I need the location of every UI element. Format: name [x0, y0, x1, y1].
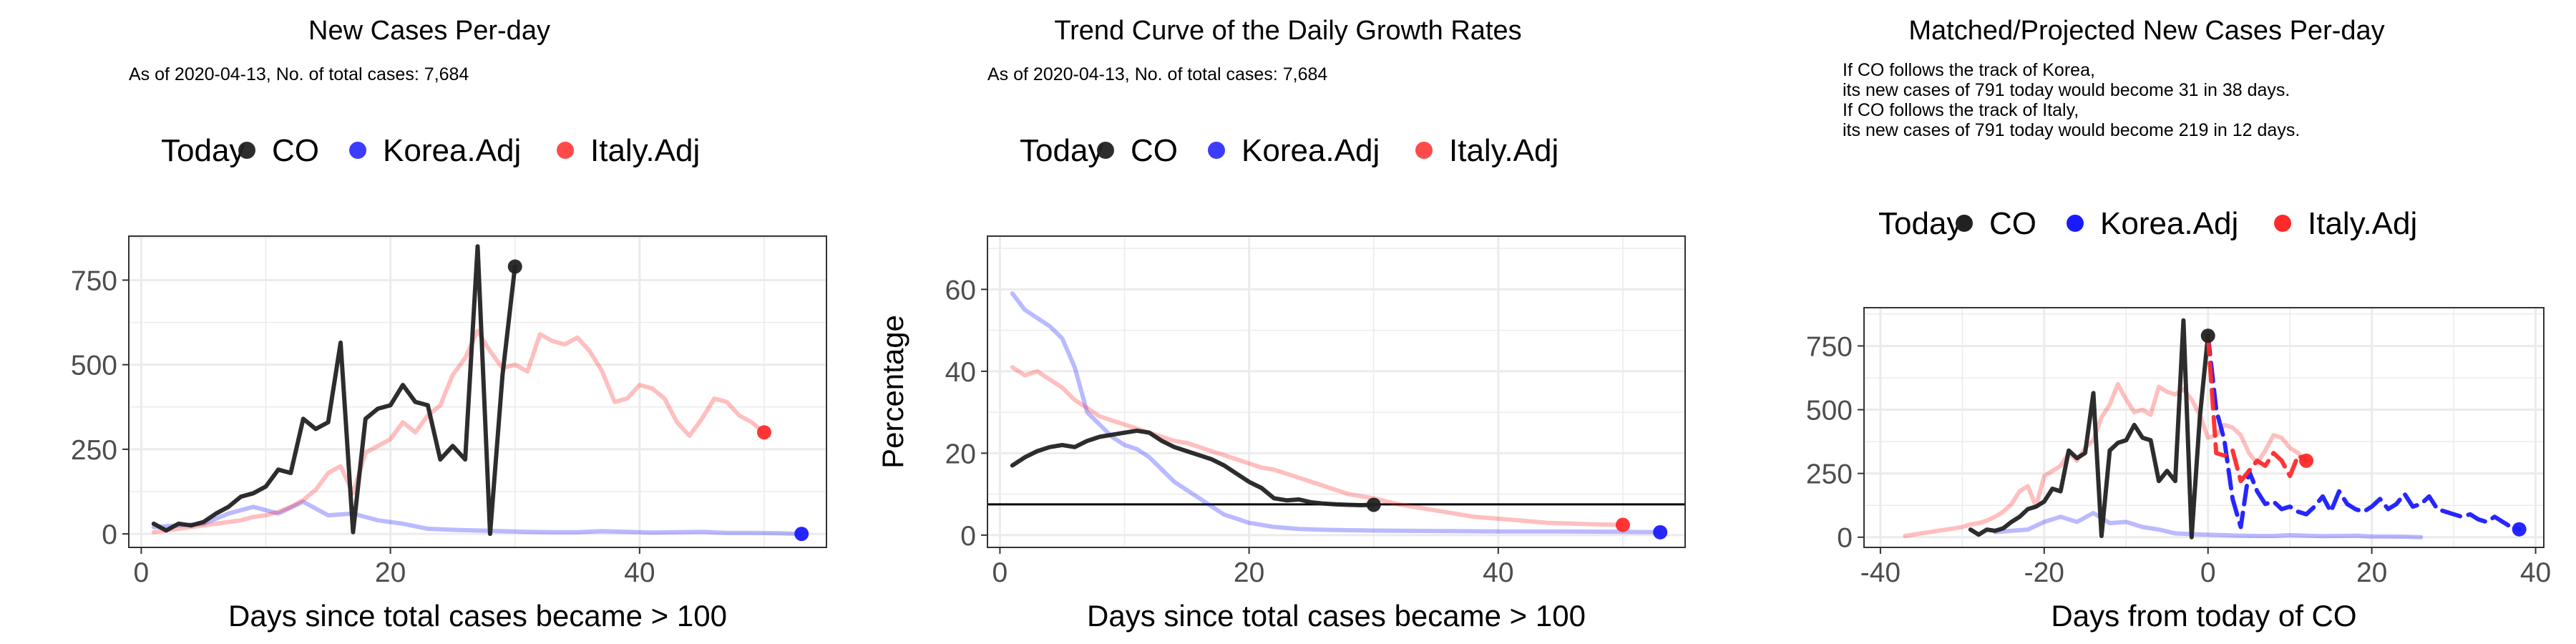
x-tick-label: 20: [375, 557, 406, 588]
legend-title: Today: [1878, 206, 1962, 241]
y-tick-label: 60: [945, 275, 976, 306]
x-tick-label: -20: [2024, 557, 2064, 588]
legend-label: Italy.Adj: [590, 133, 700, 168]
series-line: [1968, 318, 2210, 540]
chart-subtitle: As of 2020-04-13, No. of total cases: 7,…: [129, 64, 469, 84]
x-axis-label: Days since total cases became > 100: [1087, 599, 1586, 633]
series-line: [1903, 381, 2309, 538]
legend-label: CO: [1131, 133, 1178, 168]
chart-title: Trend Curve of the Daily Growth Rates: [1054, 16, 1521, 46]
x-tick-label: 0: [2200, 557, 2216, 588]
series-end-marker: [756, 425, 771, 440]
chart-subtitle: its new cases of 791 today would become …: [1843, 80, 2290, 100]
y-tick-label: 500: [1806, 396, 1853, 426]
series-end-marker: [2299, 453, 2314, 468]
legend-label: Italy.Adj: [1449, 133, 1558, 168]
legend-label: CO: [1989, 206, 2036, 241]
chart-title: Matched/Projected New Cases Per-day: [1908, 16, 2384, 46]
major-grid: 0 20 40 0 250 500 750: [71, 236, 826, 588]
chart-panel-new-cases: New Cases Per-day As of 2020-04-13, No. o…: [0, 0, 859, 644]
series-end-marker: [2512, 522, 2527, 537]
x-tick-label: -40: [1860, 557, 1901, 588]
x-axis-label: Days since total cases became > 100: [228, 599, 727, 633]
legend-marker: [2274, 215, 2291, 232]
series-line: [1993, 510, 2424, 540]
legend-marker: [1415, 142, 1433, 159]
series-line: [2205, 333, 2522, 532]
minor-grid: [129, 236, 826, 547]
x-tick-label: 20: [1234, 557, 1264, 588]
x-tick-label: 40: [1483, 557, 1513, 588]
legend: Today CO Korea.Adj Italy.Adj: [1878, 206, 2417, 241]
legend: Today CO Korea.Adj Italy.Adj: [161, 133, 700, 168]
legend-marker: [1956, 215, 1973, 232]
series-line: [151, 328, 766, 535]
chart-projected: Matched/Projected New Cases Per-day If CO…: [1806, 16, 2551, 633]
x-axis-label: Days from today of CO: [2051, 599, 2356, 633]
series-group: [1010, 291, 1663, 535]
series-end-marker: [2200, 328, 2215, 343]
y-tick-label: 250: [1806, 459, 1853, 490]
plot-border: [128, 235, 827, 548]
series-end-marker: [1653, 525, 1668, 540]
series-end-marker: [1615, 517, 1630, 532]
chart-title: New Cases Per-day: [308, 16, 550, 46]
y-tick-label: 500: [71, 351, 117, 381]
x-tick-label: 0: [992, 557, 1008, 588]
chart-subtitle: If CO follows the track of Korea,: [1843, 60, 2095, 80]
series-line: [151, 244, 517, 537]
major-grid: 0 20 40 0 20 40 60: [945, 236, 1685, 588]
x-tick-label: 40: [624, 557, 655, 588]
chart-subtitle: If CO follows the track of Italy,: [1843, 100, 2079, 120]
y-tick-label: 0: [102, 519, 117, 550]
chart-subtitle: As of 2020-04-13, No. of total cases: 7,…: [987, 64, 1327, 84]
x-tick-label: 20: [2356, 557, 2387, 588]
series-line: [151, 499, 804, 537]
series-group: [151, 244, 804, 537]
series-end-marker: [507, 259, 522, 274]
legend-label: Italy.Adj: [2308, 206, 2417, 241]
legend: Today CO Korea.Adj Italy.Adj: [1020, 133, 1558, 168]
x-tick-label: 40: [2520, 557, 2551, 588]
minor-grid: [987, 236, 1685, 547]
series-end-marker: [1366, 497, 1381, 512]
series-line: [1010, 291, 1663, 535]
major-grid: -40 -20 0 20 40 0 250 500 750: [1806, 308, 2551, 588]
chart-new-cases: New Cases Per-day As of 2020-04-13, No. o…: [71, 16, 827, 633]
x-tick-label: 0: [134, 557, 150, 588]
y-tick-label: 20: [945, 439, 976, 469]
legend-label: Korea.Adj: [2100, 206, 2238, 241]
series-line: [1010, 365, 1625, 527]
legend-marker: [557, 142, 574, 159]
y-tick-label: 750: [71, 265, 117, 296]
y-tick-label: 40: [945, 357, 976, 388]
legend-title: Today: [1020, 133, 1103, 168]
series-end-marker: [794, 527, 809, 542]
legend-label: Korea.Adj: [1241, 133, 1380, 168]
chart-panel-growth-rates: Trend Curve of the Daily Growth Rates As …: [859, 0, 1717, 644]
plot-border: [1863, 307, 2545, 548]
legend-label: CO: [272, 133, 319, 168]
legend-marker: [1097, 142, 1114, 159]
series-line: [2205, 333, 2309, 484]
chart-growth-rates: Trend Curve of the Daily Growth Rates As …: [876, 16, 1686, 633]
y-tick-label: 0: [960, 521, 976, 552]
chart-panel-projected: Matched/Projected New Cases Per-day If CO…: [1717, 0, 2576, 644]
legend-marker: [349, 142, 366, 159]
chart-subtitle: its new cases of 791 today would become …: [1843, 120, 2300, 140]
legend-title: Today: [161, 133, 245, 168]
legend-marker: [238, 142, 255, 159]
legend-label: Korea.Adj: [383, 133, 521, 168]
plot-border: [987, 235, 1686, 548]
legend-marker: [1208, 142, 1225, 159]
y-tick-label: 0: [1837, 523, 1853, 554]
y-axis-label: Percentage: [876, 315, 909, 469]
legend-marker: [2067, 215, 2084, 232]
y-tick-label: 750: [1806, 331, 1853, 362]
series-line: [1010, 428, 1376, 507]
y-tick-label: 250: [71, 435, 117, 466]
series-group: [1903, 318, 2522, 540]
